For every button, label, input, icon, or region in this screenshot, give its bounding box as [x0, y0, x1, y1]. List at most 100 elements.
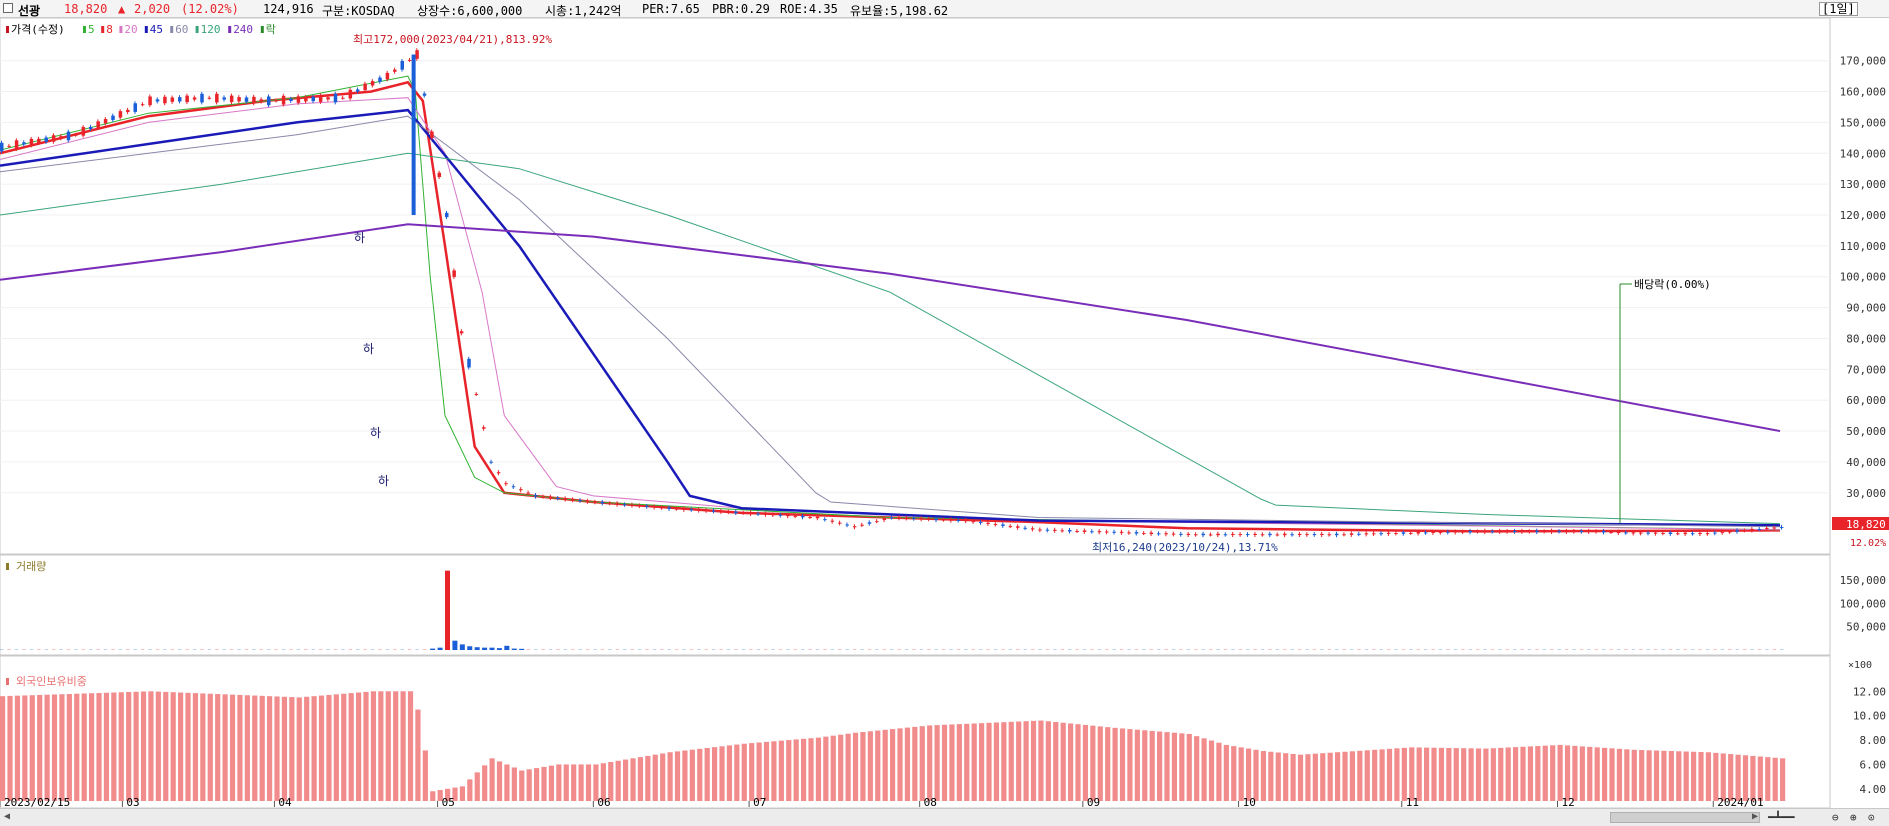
limit-down-marker-4: 하 — [378, 474, 389, 488]
legend-item: 가격(수정) — [11, 23, 65, 36]
foreign-bar — [1364, 750, 1370, 801]
candle — [1231, 533, 1235, 536]
foreign-bar — [1646, 750, 1652, 801]
candle — [667, 507, 671, 509]
volume-bar — [467, 646, 473, 650]
candle — [941, 519, 946, 521]
candle — [786, 515, 790, 517]
candle — [689, 509, 694, 511]
foreign-bar — [1639, 750, 1645, 801]
price-tick-label: 70,000 — [1846, 363, 1886, 376]
listed-shares: 상장수:6,600,000 — [417, 4, 523, 18]
candle — [1765, 527, 1769, 530]
foreign-bar — [697, 748, 703, 801]
candle — [370, 81, 375, 86]
foreign-bar — [904, 727, 911, 801]
candle — [1223, 534, 1228, 536]
candle — [882, 518, 887, 521]
foreign-bar — [808, 738, 814, 801]
candle — [237, 97, 241, 102]
legend-swatch — [195, 26, 199, 33]
candle — [1179, 533, 1183, 535]
change-percent: (12.02%) — [181, 2, 239, 16]
foreign-bar — [1772, 757, 1778, 801]
candle — [44, 137, 48, 142]
candle — [1720, 531, 1725, 533]
foreign-tick-label: 12.00 — [1853, 685, 1886, 698]
candle — [845, 524, 849, 526]
market-type: 구분:KOSDAQ — [322, 4, 395, 18]
foreign-bar — [1765, 757, 1771, 801]
foreign-bar — [111, 692, 117, 801]
period-button[interactable]: [1일] — [1819, 2, 1858, 16]
candle — [682, 508, 686, 510]
foreign-bar — [222, 694, 228, 801]
candle — [1475, 531, 1480, 533]
current-price: 18,820 — [64, 2, 108, 16]
foreign-bar — [749, 743, 755, 801]
zoom-in-icon[interactable]: ⊕ — [1850, 811, 1857, 824]
zoom-reset-icon[interactable]: ⊙ — [1868, 811, 1875, 824]
candle — [1705, 533, 1710, 535]
legend-item: 60 — [175, 23, 188, 36]
candle — [81, 127, 86, 136]
candle — [267, 96, 271, 106]
candle — [660, 507, 664, 509]
foreign-bar — [726, 745, 733, 801]
candle — [971, 521, 976, 523]
candle — [867, 522, 872, 524]
candle — [964, 520, 968, 522]
legend-item: 120 — [201, 23, 221, 36]
candle — [927, 518, 931, 520]
foreign-bar — [237, 694, 243, 801]
foreign-bar — [229, 694, 236, 801]
foreign-bar — [407, 691, 414, 801]
candle — [118, 111, 123, 118]
chart-scrollbar[interactable]: ◀ ▶ ━┻━━ ⊖ ⊕ ⊙ — [0, 808, 1889, 826]
foreign-bar — [919, 726, 925, 801]
foreign-bar — [459, 786, 466, 801]
scroll-right-icon[interactable]: ▶ — [1752, 811, 1759, 822]
foreign-bar — [1416, 747, 1422, 801]
candle — [215, 93, 219, 103]
candle — [1653, 532, 1658, 534]
zoom-out-icon[interactable]: ⊖ — [1832, 811, 1839, 824]
candle — [259, 99, 264, 102]
candle — [407, 59, 412, 61]
scroll-thumb[interactable] — [1610, 812, 1760, 823]
foreign-bar — [534, 768, 540, 801]
panel-checkbox[interactable] — [3, 3, 13, 13]
foreign-tick-label: 4.00 — [1860, 783, 1887, 796]
dividend-annotation: 배당락(0.00%) — [1634, 278, 1711, 291]
legend-swatch — [170, 26, 174, 33]
candle — [993, 524, 998, 526]
candle — [1468, 530, 1472, 533]
candle — [1631, 532, 1636, 534]
candle — [912, 518, 916, 520]
volume-bar — [452, 640, 458, 650]
candle — [1060, 530, 1065, 532]
candle — [1305, 534, 1309, 536]
foreign-bar — [1483, 748, 1489, 801]
foreign-bar — [704, 747, 710, 801]
foreign-bar — [1045, 721, 1051, 801]
limit-down-candle — [411, 54, 416, 216]
price-panel — [0, 18, 1831, 555]
foreign-bar — [1312, 753, 1318, 801]
foreign-bar — [22, 695, 28, 801]
current-price-badge-text: 18,820 — [1846, 518, 1886, 531]
candle — [185, 95, 189, 103]
candle — [59, 136, 63, 139]
market-cap: 시총:1,242억 — [545, 4, 622, 18]
foreign-bar — [1275, 752, 1281, 801]
candle — [311, 96, 315, 102]
price-tick-label: 40,000 — [1846, 456, 1886, 469]
candle — [548, 496, 553, 499]
stock-chart[interactable]: 가격(수정) 5 8 20 45 60 120 240 락 거래량 외국인보유비중 170,00… — [0, 18, 1889, 808]
zoom-slider[interactable]: ━┻━━ — [1768, 811, 1795, 824]
scroll-left-icon[interactable]: ◀ — [4, 811, 11, 822]
candle — [1275, 534, 1280, 536]
foreign-bar — [741, 743, 747, 801]
foreign-bar — [637, 757, 644, 801]
foreign-bar — [482, 765, 488, 801]
